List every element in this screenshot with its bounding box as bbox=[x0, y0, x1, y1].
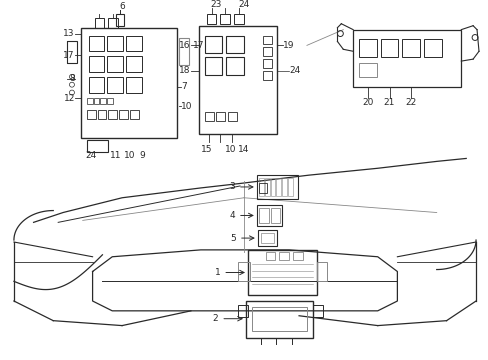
Bar bbox=[179, 37, 188, 65]
Bar bbox=[88, 56, 104, 72]
Text: 21: 21 bbox=[383, 98, 394, 107]
Text: 5: 5 bbox=[230, 234, 253, 243]
Bar bbox=[238, 262, 249, 282]
Text: 9: 9 bbox=[139, 151, 144, 160]
Bar bbox=[293, 252, 303, 260]
Bar bbox=[126, 77, 142, 93]
Text: 23: 23 bbox=[210, 0, 222, 9]
Bar bbox=[258, 178, 263, 196]
Bar bbox=[86, 110, 95, 119]
Text: 22: 22 bbox=[405, 98, 416, 107]
Bar bbox=[257, 230, 277, 246]
Bar bbox=[270, 178, 275, 196]
Text: 11: 11 bbox=[110, 151, 122, 160]
Bar bbox=[126, 56, 142, 72]
Bar bbox=[312, 305, 322, 317]
Bar bbox=[247, 250, 316, 295]
Bar bbox=[316, 262, 326, 282]
Text: 3: 3 bbox=[229, 183, 252, 192]
Text: 1: 1 bbox=[214, 268, 244, 277]
Text: 6: 6 bbox=[119, 1, 125, 10]
Bar bbox=[251, 307, 306, 330]
Bar bbox=[262, 36, 271, 44]
Bar bbox=[119, 110, 128, 119]
Bar bbox=[352, 30, 460, 87]
Bar bbox=[262, 71, 271, 80]
Text: 2: 2 bbox=[212, 314, 242, 323]
Bar bbox=[262, 47, 271, 56]
Bar bbox=[226, 36, 244, 53]
Text: 16: 16 bbox=[179, 41, 190, 50]
Bar bbox=[238, 305, 247, 317]
Bar bbox=[97, 110, 106, 119]
Text: 17: 17 bbox=[192, 41, 204, 50]
Bar bbox=[265, 252, 275, 260]
Bar bbox=[108, 18, 118, 28]
Text: 13: 13 bbox=[63, 29, 75, 38]
Text: 15: 15 bbox=[201, 145, 212, 154]
Bar bbox=[88, 77, 104, 93]
Bar bbox=[262, 59, 271, 68]
Bar bbox=[107, 77, 123, 93]
Bar bbox=[228, 112, 237, 121]
Text: 24: 24 bbox=[85, 151, 96, 160]
Bar bbox=[258, 208, 268, 223]
Bar bbox=[204, 36, 222, 53]
Bar bbox=[199, 26, 277, 134]
Bar bbox=[380, 40, 398, 57]
Bar bbox=[93, 99, 99, 104]
Text: 17: 17 bbox=[63, 51, 75, 60]
Bar bbox=[226, 57, 244, 75]
Text: 8: 8 bbox=[69, 74, 75, 83]
Bar bbox=[245, 301, 312, 338]
Bar bbox=[107, 99, 113, 104]
Bar bbox=[279, 252, 288, 260]
Bar bbox=[204, 112, 213, 121]
Bar bbox=[86, 99, 92, 104]
Text: 7: 7 bbox=[181, 82, 186, 91]
Bar bbox=[204, 57, 222, 75]
Bar bbox=[216, 112, 225, 121]
Text: 19: 19 bbox=[283, 41, 294, 50]
Text: 20: 20 bbox=[362, 98, 373, 107]
Bar bbox=[276, 178, 281, 196]
Bar bbox=[358, 63, 376, 77]
Bar bbox=[94, 18, 104, 28]
Bar bbox=[256, 175, 298, 199]
Bar bbox=[234, 14, 244, 24]
Bar bbox=[81, 28, 177, 138]
Bar bbox=[126, 36, 142, 51]
Bar bbox=[67, 41, 77, 63]
Text: 24: 24 bbox=[288, 67, 300, 76]
Bar bbox=[86, 140, 108, 152]
Bar bbox=[107, 36, 123, 51]
Bar bbox=[88, 36, 104, 51]
Text: 12: 12 bbox=[63, 94, 75, 103]
Bar bbox=[260, 233, 274, 243]
Text: 10: 10 bbox=[124, 151, 136, 160]
Text: 10: 10 bbox=[224, 145, 236, 154]
Bar bbox=[402, 40, 419, 57]
Bar bbox=[282, 178, 286, 196]
Text: 24: 24 bbox=[238, 0, 249, 9]
Bar bbox=[358, 40, 376, 57]
Bar bbox=[220, 14, 230, 24]
Bar bbox=[130, 110, 139, 119]
Bar bbox=[258, 183, 266, 193]
Text: 4: 4 bbox=[229, 211, 252, 220]
Bar bbox=[206, 14, 216, 24]
Bar bbox=[116, 14, 124, 26]
Bar bbox=[270, 208, 280, 223]
Bar bbox=[423, 40, 441, 57]
Text: 18: 18 bbox=[179, 67, 190, 76]
Bar bbox=[107, 56, 123, 72]
Bar bbox=[100, 99, 106, 104]
Text: 10: 10 bbox=[181, 102, 192, 111]
Bar bbox=[256, 204, 282, 226]
Bar bbox=[264, 178, 269, 196]
Bar bbox=[108, 110, 117, 119]
Bar bbox=[287, 178, 293, 196]
Text: 14: 14 bbox=[238, 145, 249, 154]
